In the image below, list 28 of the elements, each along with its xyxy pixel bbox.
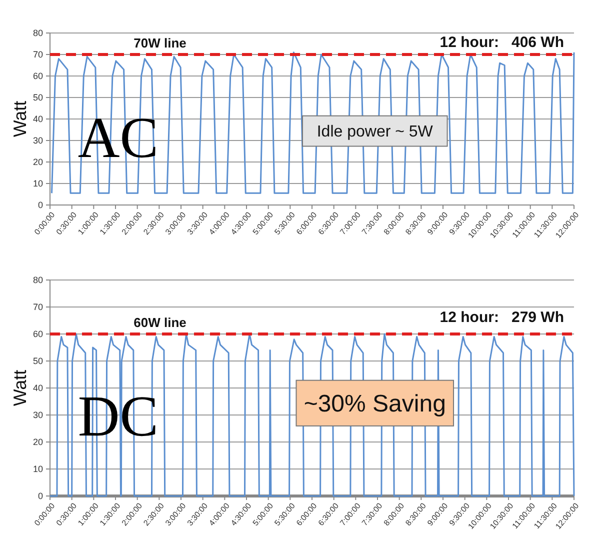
y-tick-label: 70 — [32, 50, 43, 60]
y-axis-title: Watt — [10, 370, 30, 406]
annotation: 12 hour: 406 Wh — [440, 34, 564, 51]
y-tick-label: 20 — [32, 157, 43, 168]
y-tick-label: 0 — [38, 491, 43, 502]
y-tick-label: 40 — [32, 383, 43, 394]
y-tick-label: 40 — [32, 114, 43, 124]
y-tick-label: 60 — [32, 71, 43, 82]
annotation: ~30% Saving — [304, 390, 446, 418]
y-tick-label: 20 — [32, 437, 43, 448]
y-axis-title: Watt — [10, 100, 30, 138]
y-tick-label: 0 — [38, 200, 43, 210]
ref-line-label: 70W line — [134, 36, 186, 50]
y-tick-label: 80 — [32, 28, 43, 38]
line-series — [50, 52, 575, 194]
ref-line-label: 60W line — [134, 315, 186, 330]
y-tick-label: 30 — [32, 136, 43, 146]
y-tick-label: 30 — [32, 410, 43, 420]
annotation: Idle power ~ 5W — [316, 124, 434, 141]
y-tick-label: 10 — [32, 178, 43, 189]
y-tick-label: 10 — [32, 464, 43, 474]
y-tick-label: 50 — [32, 356, 43, 366]
line-series — [49, 333, 575, 497]
y-tick-label: 60 — [32, 329, 43, 340]
annotation: 12 hour: 279 Wh — [440, 308, 564, 326]
y-tick-label: 70 — [32, 302, 43, 312]
y-tick-label: 50 — [32, 92, 43, 103]
y-tick-label: 80 — [32, 275, 43, 286]
